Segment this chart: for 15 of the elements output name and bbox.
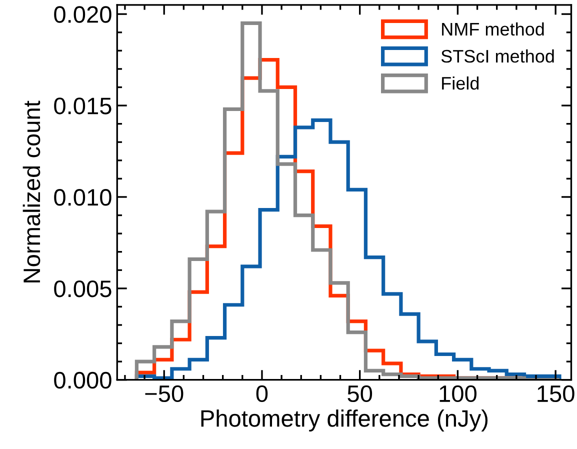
x-tick-label: 50 <box>348 385 372 402</box>
y-tick-label: 0.015 <box>54 98 112 114</box>
legend-label: Field <box>442 76 479 90</box>
x-tick-label: 100 <box>440 385 476 402</box>
x-tick-label: 0 <box>256 385 268 402</box>
y-tick-label: 0.000 <box>54 372 112 389</box>
y-tick-label: 0.010 <box>54 189 112 206</box>
x-axis-title: Photometry difference (nJy) <box>201 410 488 432</box>
x-tick-label: 150 <box>538 385 574 402</box>
legend-label: NMF method <box>442 22 544 36</box>
y-tick-label: 0.020 <box>54 6 112 23</box>
y-tick-label: 0.005 <box>54 280 112 298</box>
legend-label: STScI method <box>441 49 554 63</box>
x-tick-label: −50 <box>145 385 184 402</box>
y-axis-title: Normalized count <box>22 100 40 282</box>
